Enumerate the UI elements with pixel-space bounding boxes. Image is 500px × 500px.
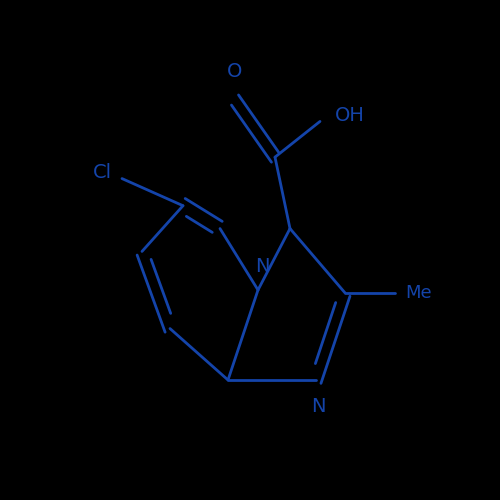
Text: Cl: Cl <box>93 164 112 182</box>
Text: N: N <box>255 256 269 276</box>
Text: O: O <box>228 62 242 82</box>
Text: Me: Me <box>405 284 431 302</box>
Text: OH: OH <box>335 106 365 125</box>
Text: N: N <box>311 397 325 416</box>
